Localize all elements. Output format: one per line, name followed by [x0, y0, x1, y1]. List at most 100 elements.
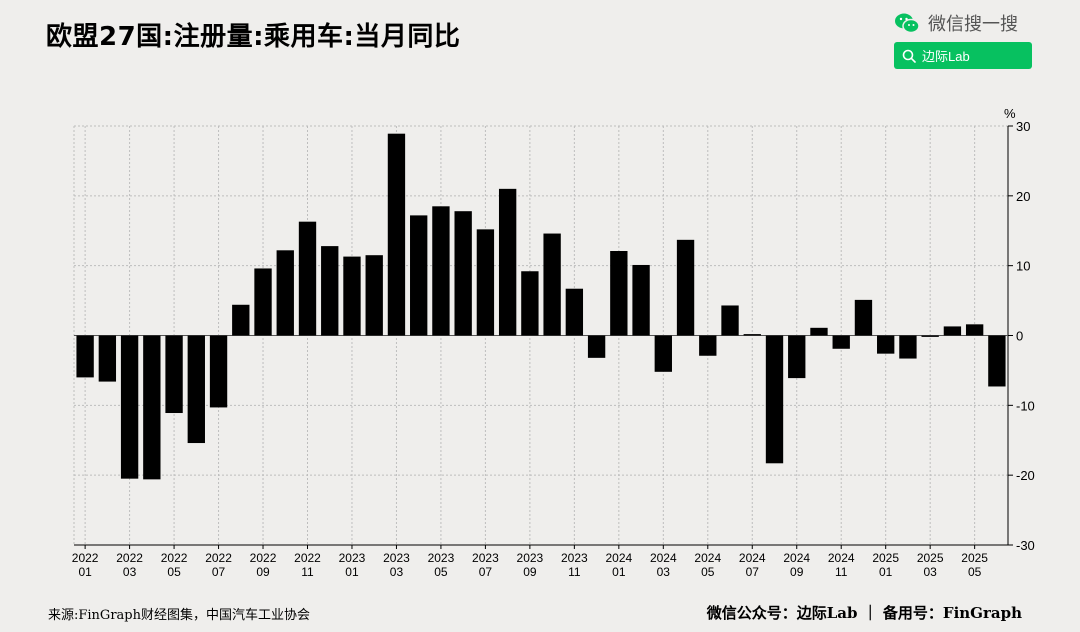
bar [654, 335, 672, 372]
bar [899, 335, 917, 359]
x-tick-label-year: 2022 [294, 551, 321, 565]
x-tick-label-year: 2025 [961, 551, 988, 565]
bar [143, 335, 161, 480]
wechat-icon [895, 13, 920, 34]
y-tick-label: -30 [1016, 538, 1035, 553]
x-tick-label-year: 2024 [783, 551, 810, 565]
bar [321, 246, 339, 336]
x-tick-label-month: 03 [657, 565, 671, 579]
x-tick-label-month: 03 [923, 565, 937, 579]
x-tick-label-month: 09 [523, 565, 537, 579]
x-tick-label-year: 2025 [872, 551, 899, 565]
bar [854, 299, 873, 336]
bar [921, 335, 939, 337]
bar [877, 335, 895, 354]
bar [676, 239, 695, 336]
y-tick-label: 10 [1016, 259, 1030, 274]
bar [965, 324, 984, 336]
x-tick-label-year: 2023 [428, 551, 455, 565]
bar [765, 335, 784, 464]
credit-note: 微信公众号：边际Lab ｜ 备用号：FinGraph [706, 604, 1022, 622]
bar [943, 326, 962, 336]
x-tick-label-month: 05 [167, 565, 181, 579]
y-tick-label: 20 [1016, 189, 1030, 204]
x-tick-label-year: 2024 [605, 551, 632, 565]
x-tick-label-month: 01 [879, 565, 893, 579]
bar [832, 335, 850, 349]
bar [254, 268, 272, 336]
x-tick-label-month: 05 [701, 565, 715, 579]
x-tick-label-month: 07 [746, 565, 760, 579]
x-tick-label-year: 2022 [205, 551, 232, 565]
bar [565, 288, 584, 336]
x-tick-label-month: 09 [790, 565, 804, 579]
bar [165, 335, 183, 414]
bar [365, 255, 383, 336]
x-tick-label-month: 05 [968, 565, 982, 579]
bar [232, 304, 250, 336]
y-tick-label: 30 [1016, 119, 1030, 134]
x-tick-label-month: 03 [123, 565, 137, 579]
y-unit-label: % [1004, 106, 1016, 121]
x-tick-label-month: 11 [301, 565, 314, 579]
bar [610, 251, 628, 336]
x-tick-label-month: 09 [256, 565, 270, 579]
x-tick-label-year: 2025 [917, 551, 944, 565]
x-tick-label-year: 2022 [250, 551, 277, 565]
x-tick-label-year: 2024 [828, 551, 855, 565]
account-name: 边际Lab [922, 49, 970, 64]
x-tick-label-year: 2022 [116, 551, 143, 565]
bar [76, 335, 94, 378]
bar [454, 211, 472, 336]
bar [587, 335, 606, 358]
bar [699, 335, 717, 356]
source-note: 来源:FinGraph财经图集，中国汽车工业协会 [48, 608, 310, 623]
bar [120, 335, 139, 479]
bar [521, 271, 539, 336]
x-tick-label-month: 07 [479, 565, 493, 579]
x-tick-label-year: 2023 [383, 551, 410, 565]
bar [187, 335, 205, 444]
x-tick-label-year: 2022 [72, 551, 99, 565]
bar [743, 334, 761, 336]
bar [988, 335, 1006, 387]
bar [498, 188, 517, 336]
y-tick-label: -10 [1016, 398, 1035, 413]
bar [410, 215, 428, 336]
bar [432, 206, 450, 336]
y-tick-label: 0 [1016, 329, 1023, 344]
x-tick-label-month: 01 [78, 565, 92, 579]
x-tick-label-month: 01 [345, 565, 359, 579]
bar [788, 335, 806, 379]
bar [98, 335, 117, 382]
bar [209, 335, 228, 408]
x-tick-label-year: 2023 [517, 551, 544, 565]
bar [721, 305, 739, 336]
search-icon [902, 49, 916, 63]
x-tick-label-month: 07 [212, 565, 226, 579]
x-tick-label-year: 2024 [739, 551, 766, 565]
x-tick-label-month: 05 [434, 565, 448, 579]
x-tick-label-year: 2023 [561, 551, 588, 565]
bar [476, 229, 495, 336]
bar [298, 221, 317, 336]
bar [632, 264, 650, 336]
account-search-button[interactable]: 边际Lab [894, 42, 1032, 69]
x-tick-label-year: 2024 [650, 551, 677, 565]
bar [387, 133, 406, 336]
x-tick-label-month: 11 [568, 565, 581, 579]
wechat-search-label: 微信搜一搜 [894, 10, 1018, 36]
x-tick-label-month: 11 [835, 565, 848, 579]
y-tick-label: -20 [1016, 468, 1035, 483]
x-tick-label-year: 2024 [694, 551, 721, 565]
bar [343, 256, 361, 336]
x-tick-label-year: 2023 [472, 551, 499, 565]
wechat-search-text: 微信搜一搜 [928, 14, 1018, 35]
x-tick-label-year: 2023 [339, 551, 366, 565]
x-tick-label-year: 2022 [161, 551, 188, 565]
bar [543, 233, 561, 336]
bar [276, 250, 294, 336]
bar [810, 327, 828, 336]
x-tick-label-month: 03 [390, 565, 404, 579]
x-tick-label-month: 01 [612, 565, 626, 579]
